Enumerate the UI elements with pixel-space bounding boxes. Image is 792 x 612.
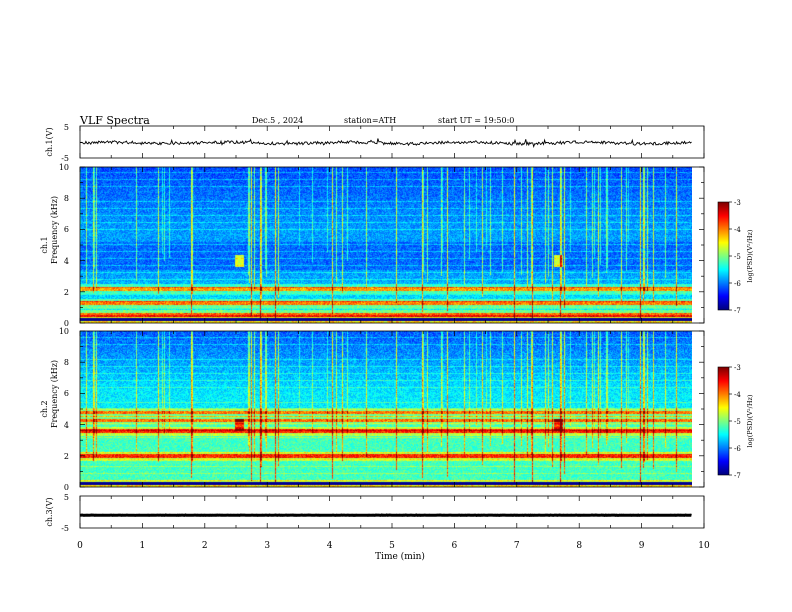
ch3-ytick-bottom: -5 (61, 524, 69, 533)
ch1-spec-ytick-4: 4 (64, 257, 69, 266)
start-time-label: start UT = 19:50:0 (438, 116, 514, 125)
axis-ticks (79, 126, 732, 528)
ch2-spec-ytick-4: 4 (64, 421, 69, 430)
cbar1-tick-m6: -6 (734, 280, 741, 288)
date-label: Dec.5 , 2024 (252, 116, 303, 125)
xtick-5: 5 (389, 541, 395, 551)
ch1-spec-ytick-2: 2 (64, 288, 69, 297)
figure-title: VLF Spectra (79, 114, 150, 127)
ch2-spec-ylabel-channel: ch.2 (40, 400, 49, 417)
x-axis-title: Time (min) (375, 551, 425, 562)
cbar1-tick-m3: -3 (734, 199, 741, 207)
cbar1-tick-m7: -7 (734, 307, 741, 315)
xtick-4: 4 (327, 541, 333, 551)
ch3-waveform-ylabel: ch.3(V) (45, 497, 54, 526)
ch1-spec-ytick-0: 0 (64, 319, 69, 328)
ch1-waveform-trace (79, 138, 692, 148)
xtick-0: 0 (77, 541, 83, 551)
cbar2-tick-m5: -5 (734, 418, 741, 426)
xtick-1: 1 (140, 541, 146, 551)
xtick-10: 10 (698, 541, 710, 551)
ch1-spectrogram-image (80, 167, 692, 323)
ch2-spectrogram-image (80, 331, 692, 487)
ch2-spec-ytick-10: 10 (59, 327, 69, 336)
cbar2-tick-m6: -6 (734, 445, 741, 453)
ch1-ytick-bottom: -5 (61, 154, 69, 163)
cbar2-tick-m3: -3 (734, 364, 741, 372)
ch1-colorbar-image (718, 202, 729, 310)
cbar1-label: log(PSD)(V²/Hz) (746, 229, 754, 282)
ch2-spec-ytick-0: 0 (64, 483, 69, 492)
station-label: station=ATH (344, 116, 396, 125)
ch1-spec-ytick-8: 8 (64, 194, 69, 203)
ch3-ytick-top: 5 (64, 493, 69, 502)
xtick-2: 2 (202, 541, 208, 551)
ch2-spec-ytick-2: 2 (64, 452, 69, 461)
xtick-7: 7 (514, 541, 520, 551)
xtick-8: 8 (576, 541, 582, 551)
cbar1-tick-m5: -5 (734, 253, 741, 261)
xtick-3: 3 (264, 541, 270, 551)
ch2-spec-ytick-8: 8 (64, 358, 69, 367)
xtick-9: 9 (639, 541, 645, 551)
xtick-6: 6 (452, 541, 458, 551)
ch2-spec-ylabel-frequency: Frequency (kHz) (50, 360, 59, 428)
ch1-spec-ylabel-frequency: Frequency (kHz) (50, 196, 59, 264)
cbar1-tick-m4: -4 (734, 226, 741, 234)
ch1-waveform-ylabel: ch.1(V) (45, 127, 54, 156)
cbar2-label: log(PSD)(V²/Hz) (746, 394, 754, 447)
cbar2-tick-m7: -7 (734, 472, 741, 480)
cbar2-tick-m4: -4 (734, 391, 741, 399)
ch1-ytick-top: 5 (64, 123, 69, 132)
ch1-spec-ytick-10: 10 (59, 163, 69, 172)
ch1-spec-ytick-6: 6 (64, 225, 69, 234)
ch1-spec-ylabel-channel: ch.1 (40, 236, 49, 253)
ch2-spec-ytick-6: 6 (64, 389, 69, 398)
ch2-colorbar-image (718, 367, 729, 475)
